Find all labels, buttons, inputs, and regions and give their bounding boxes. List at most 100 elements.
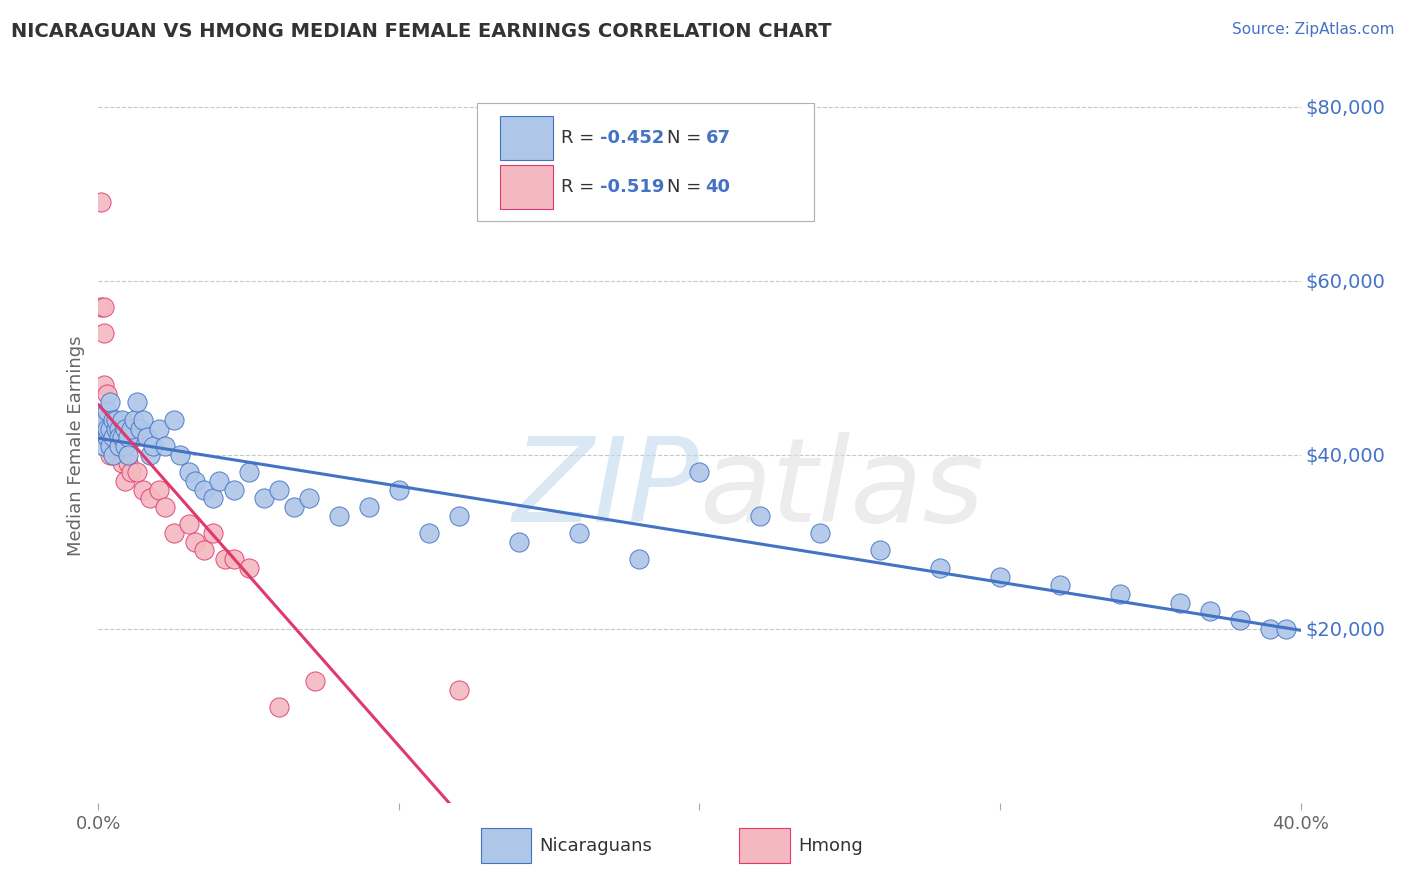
Text: R =: R = <box>561 128 600 146</box>
Text: 40: 40 <box>706 178 731 196</box>
Point <box>222 552 245 566</box>
Point <box>108 421 131 435</box>
Point <box>267 483 290 497</box>
Point <box>103 448 125 462</box>
Point <box>100 421 122 435</box>
Point <box>100 448 122 462</box>
FancyBboxPatch shape <box>501 165 553 209</box>
Point <box>96 430 118 444</box>
Point <box>238 561 260 575</box>
Point <box>508 534 530 549</box>
Point <box>93 300 115 314</box>
Point <box>103 413 125 427</box>
Point <box>117 448 139 462</box>
Point <box>100 439 122 453</box>
Point <box>132 483 155 497</box>
Point <box>90 300 112 314</box>
Point <box>96 421 118 435</box>
Text: Nicaraguans: Nicaraguans <box>540 837 652 855</box>
Point <box>201 491 224 506</box>
Point <box>105 413 128 427</box>
Point <box>138 491 160 506</box>
Point <box>1170 596 1192 610</box>
Point <box>105 421 128 435</box>
Point <box>132 413 155 427</box>
Point <box>111 457 134 471</box>
Point <box>193 543 215 558</box>
Text: -0.452: -0.452 <box>600 128 664 146</box>
Point <box>117 457 139 471</box>
Point <box>103 421 125 435</box>
Point <box>90 195 112 210</box>
Point <box>208 474 231 488</box>
Point <box>177 517 200 532</box>
Text: ZIP: ZIP <box>513 432 700 546</box>
Point <box>121 421 143 435</box>
Point <box>1049 578 1071 592</box>
Point <box>100 421 122 435</box>
Point <box>111 430 134 444</box>
Point <box>124 430 146 444</box>
Point <box>253 491 276 506</box>
Point <box>283 500 305 514</box>
Point <box>447 682 470 697</box>
Text: 67: 67 <box>706 128 731 146</box>
Point <box>141 439 163 453</box>
Point <box>148 483 170 497</box>
Point <box>298 491 321 506</box>
Point <box>388 483 411 497</box>
Point <box>129 421 152 435</box>
Point <box>100 430 122 444</box>
Point <box>748 508 770 523</box>
FancyBboxPatch shape <box>477 103 814 221</box>
Y-axis label: Median Female Earnings: Median Female Earnings <box>67 335 86 557</box>
Point <box>93 326 115 340</box>
Point <box>96 430 118 444</box>
Point <box>1260 622 1282 636</box>
Point <box>183 534 205 549</box>
Point <box>114 439 136 453</box>
Point <box>153 500 176 514</box>
Point <box>124 413 146 427</box>
Point <box>628 552 651 566</box>
Point <box>100 395 122 409</box>
Point <box>114 474 136 488</box>
Point <box>127 395 149 409</box>
Point <box>138 448 160 462</box>
Point <box>568 526 591 541</box>
Text: N =: N = <box>666 128 707 146</box>
Point <box>93 378 115 392</box>
Point <box>238 465 260 479</box>
Point <box>135 430 157 444</box>
Point <box>96 413 118 427</box>
Point <box>103 430 125 444</box>
Point <box>108 439 131 453</box>
Point <box>418 526 440 541</box>
Point <box>988 569 1011 583</box>
Point <box>214 552 236 566</box>
Point <box>108 430 131 444</box>
Text: atlas: atlas <box>700 432 984 546</box>
Point <box>117 430 139 444</box>
Point <box>222 483 245 497</box>
Point <box>169 448 191 462</box>
Text: N =: N = <box>666 178 707 196</box>
Point <box>808 526 831 541</box>
Point <box>1199 604 1222 618</box>
Point <box>1229 613 1251 627</box>
Point <box>447 508 470 523</box>
Text: NICARAGUAN VS HMONG MEDIAN FEMALE EARNINGS CORRELATION CHART: NICARAGUAN VS HMONG MEDIAN FEMALE EARNIN… <box>11 22 832 41</box>
Point <box>103 430 125 444</box>
Point <box>108 421 131 435</box>
Point <box>328 508 350 523</box>
Text: Source: ZipAtlas.com: Source: ZipAtlas.com <box>1232 22 1395 37</box>
FancyBboxPatch shape <box>481 829 531 863</box>
Point <box>114 421 136 435</box>
Point <box>96 386 118 401</box>
Point <box>304 673 326 688</box>
Point <box>127 465 149 479</box>
Point <box>929 561 952 575</box>
Point <box>689 465 711 479</box>
Text: -0.519: -0.519 <box>600 178 664 196</box>
Text: R =: R = <box>561 178 600 196</box>
